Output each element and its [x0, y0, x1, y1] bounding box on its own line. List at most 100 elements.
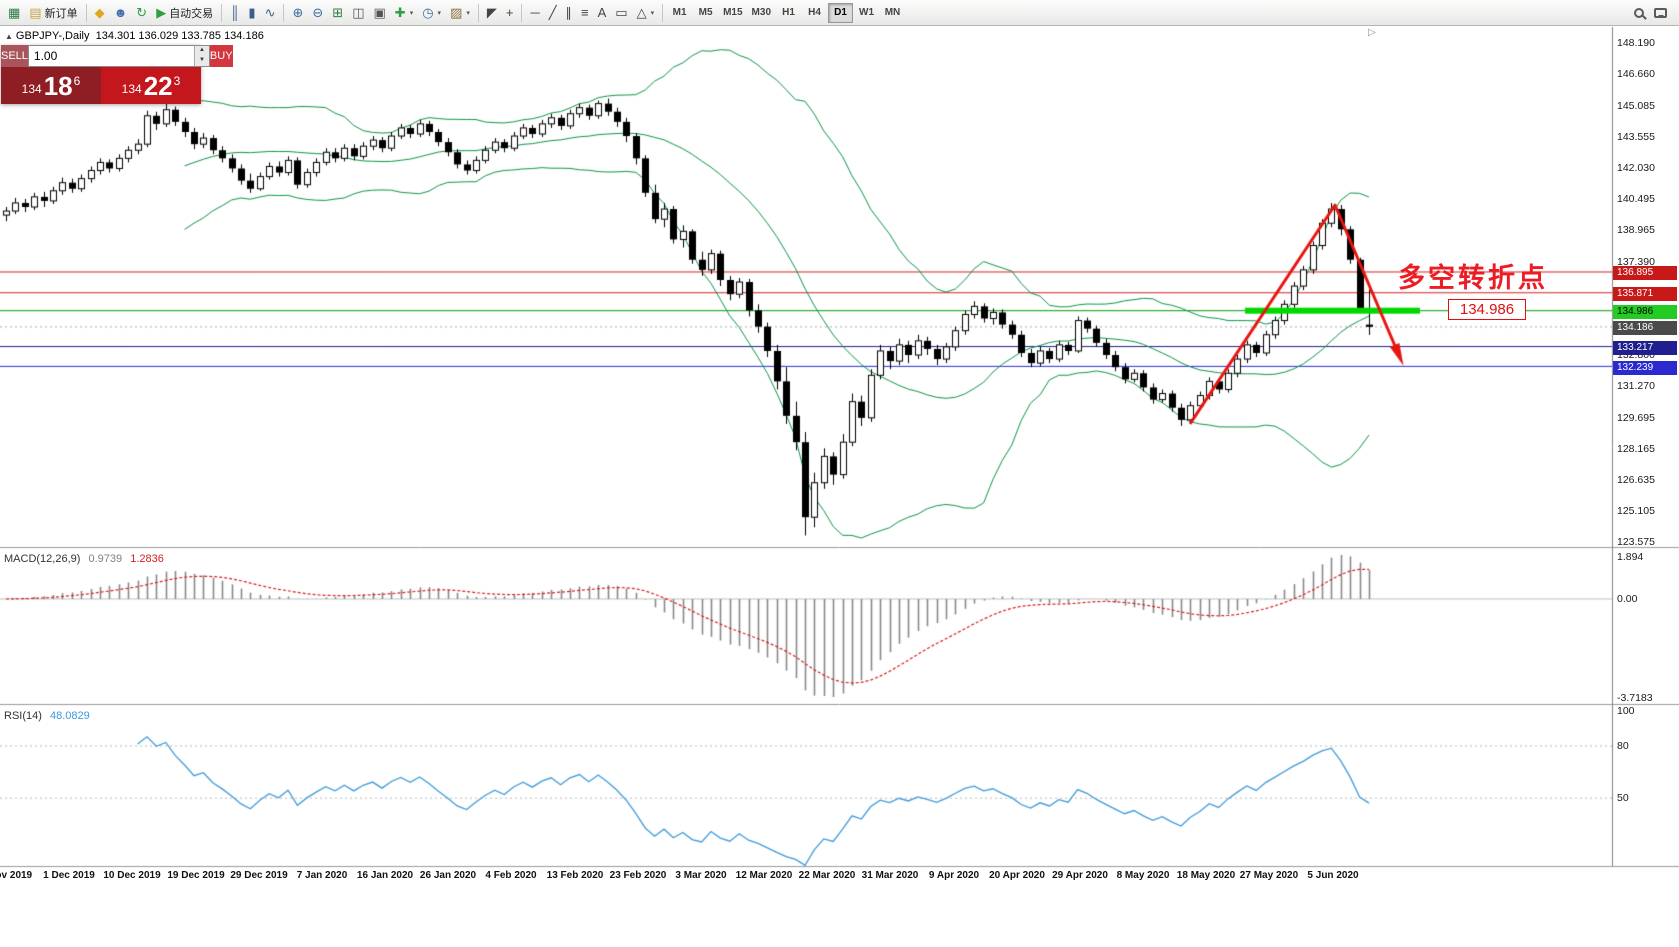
shapes-button[interactable]: △ ▾ — [633, 2, 659, 24]
fibonacci-button[interactable]: ≡ — [577, 2, 593, 24]
refresh-button[interactable]: ↻ — [132, 2, 151, 24]
chat-icon[interactable] — [1654, 7, 1667, 18]
candlestick-chart-button[interactable]: ▮ — [244, 2, 259, 24]
horizontal-line-icon: ─ — [530, 5, 540, 20]
timeframe-m15-button[interactable]: M15 — [723, 7, 743, 18]
new-order-button-label: 新订单 — [44, 7, 78, 20]
bar-chart-button[interactable]: ║ — [226, 2, 243, 24]
price-badge-136.895: 136.895 — [1613, 266, 1677, 280]
sell-button[interactable]: SELL — [1, 45, 28, 67]
indicators-list-button[interactable]: ⊞ — [328, 2, 347, 24]
date-axis-label: 1 Nov 2019 — [0, 870, 33, 881]
rsi-name: RSI(14) — [4, 710, 42, 722]
sell-price-pip: 6 — [73, 73, 81, 88]
volume-input[interactable] — [28, 46, 194, 66]
new-order-button[interactable]: ▤ 新订单 — [25, 2, 81, 24]
label-button[interactable]: ▭ — [611, 2, 631, 24]
date-axis-label: 7 Jan 2020 — [296, 870, 348, 881]
line-chart-icon: ∿ — [264, 5, 276, 20]
timeframe-m30-button[interactable]: M30 — [751, 7, 771, 18]
crosshair-button[interactable]: + — [502, 2, 518, 24]
price-badge-132.239: 132.239 — [1613, 361, 1677, 375]
zoom-out-button[interactable]: ⊖ — [308, 2, 327, 24]
timeframe-d1-button[interactable]: D1 — [828, 2, 853, 23]
date-axis-label: 29 Dec 2019 — [230, 870, 288, 881]
rsi-value: 48.0829 — [49, 710, 90, 722]
price-badge-134.986: 134.986 — [1613, 305, 1677, 319]
text-icon: A — [597, 5, 607, 20]
tile-windows-button[interactable]: ◫ — [348, 2, 368, 24]
toolbar-separator — [477, 3, 479, 22]
auto-trading-button[interactable]: ▶ 自动交易 — [152, 2, 217, 24]
add-indicator-icon: ✚ — [394, 5, 406, 20]
date-axis-label: 26 Jan 2020 — [419, 870, 477, 881]
volume-increase-button[interactable]: ▲ — [194, 46, 209, 56]
price-axis-label: 125.105 — [1617, 505, 1655, 517]
chart-canvas[interactable] — [0, 26, 1679, 947]
timeframe-h1-button[interactable]: H1 — [782, 7, 795, 18]
price-callout-label[interactable]: 134.986 — [1448, 299, 1526, 320]
date-axis-label: 27 May 2020 — [1239, 870, 1299, 881]
channel-button[interactable]: ∥ — [562, 2, 577, 24]
price-axis-label: 129.695 — [1617, 412, 1655, 424]
sell-price-button[interactable]: 134 18 6 — [1, 67, 101, 104]
toolbar-separator — [662, 3, 664, 22]
label-icon: ▭ — [615, 5, 628, 20]
macd-scale-label: 1.894 — [1617, 551, 1644, 563]
volume-decrease-button[interactable]: ▼ — [194, 56, 209, 66]
market-watch-icon: ◆ — [94, 5, 105, 20]
chevron-down-icon: ▾ — [466, 9, 470, 17]
timeframe-m5-button[interactable]: M5 — [698, 7, 713, 18]
timeframe-h4-button[interactable]: H4 — [808, 7, 821, 18]
date-axis-label: 22 Mar 2020 — [798, 870, 856, 881]
chart-shift-marker-icon: ▷ — [1368, 27, 1376, 38]
toolbar-separator — [283, 3, 285, 22]
profile-button[interactable]: ☻ — [110, 2, 132, 24]
zoom-out-icon: ⊖ — [312, 5, 324, 20]
crosshair-icon: + — [505, 5, 514, 20]
refresh-icon: ↻ — [136, 5, 148, 20]
buy-price-button[interactable]: 134 22 3 — [101, 67, 201, 104]
buy-button[interactable]: BUY — [209, 45, 233, 67]
buy-price-prefix: 134 — [121, 81, 142, 96]
trendline-icon: ╱ — [548, 5, 557, 20]
date-axis-label: 29 Apr 2020 — [1052, 870, 1108, 881]
date-axis-label: 3 Mar 2020 — [675, 870, 727, 881]
arrange-windows-button[interactable]: ▣ — [369, 2, 389, 24]
text-button[interactable]: A — [594, 2, 611, 24]
timeframe-w1-button[interactable]: W1 — [859, 7, 874, 18]
macd-scale-label: 0.00 — [1617, 593, 1638, 605]
zoom-in-button[interactable]: ⊕ — [288, 2, 307, 24]
add-indicator-button[interactable]: ✚ ▾ — [391, 2, 417, 24]
date-axis-label: 5 Jun 2020 — [1307, 870, 1359, 881]
main-toolbar: ▦ ▤ 新订单 ◆ ☻ ↻ ▶ 自动交易 ║ ▮ ∿ ⊕ ⊖ ⊞ ◫ ▣ ✚ ▾ ◷ ▾ ▨ ▾ ◤ + ─ ╱ ∥ ≡ A ▭ △ ▾ M1 M… — [0, 0, 1679, 26]
shapes-icon: △ — [636, 5, 647, 20]
toolbar-separator — [521, 3, 523, 22]
price-axis-label: 123.575 — [1617, 536, 1655, 548]
chart-window[interactable]: ▲ GBPJPY-,Daily 134.301 136.029 133.785 1… — [0, 26, 1679, 947]
price-axis-label: 128.165 — [1617, 443, 1655, 455]
templates-menu-button[interactable]: ▨ ▾ — [446, 2, 474, 24]
trendline-button[interactable]: ╱ — [545, 2, 561, 24]
search-icon[interactable] — [1634, 7, 1644, 18]
timeframes-menu-button[interactable]: ◷ ▾ — [418, 2, 445, 24]
market-watch-button[interactable]: ◆ — [91, 2, 109, 24]
date-axis-label: 18 May 2020 — [1176, 870, 1236, 881]
toolbar-separator — [221, 3, 223, 22]
symbol-marker-icon: ▲ — [5, 32, 13, 41]
macd-scale-label: -3.7183 — [1617, 692, 1653, 704]
tile-windows-icon: ◫ — [352, 5, 365, 20]
timeframe-mn-button[interactable]: MN — [884, 7, 901, 18]
timeframe-m1-button[interactable]: M1 — [672, 7, 687, 18]
volume-stepper: ▲ ▼ — [193, 46, 209, 66]
zoom-in-icon: ⊕ — [292, 5, 304, 20]
auto-trading-button-label: 自动交易 — [169, 7, 214, 20]
price-axis-label: 131.270 — [1617, 380, 1655, 392]
new-order-icon: ▤ — [29, 5, 42, 20]
line-chart-button[interactable]: ∿ — [261, 2, 280, 24]
horizontal-line-button[interactable]: ─ — [526, 2, 543, 24]
new-chart-button[interactable]: ▦ — [4, 2, 24, 24]
cursor-button[interactable]: ◤ — [483, 2, 501, 24]
annotation-text[interactable]: 多空转折点 — [1398, 263, 1548, 293]
profile-icon: ☻ — [113, 5, 128, 20]
